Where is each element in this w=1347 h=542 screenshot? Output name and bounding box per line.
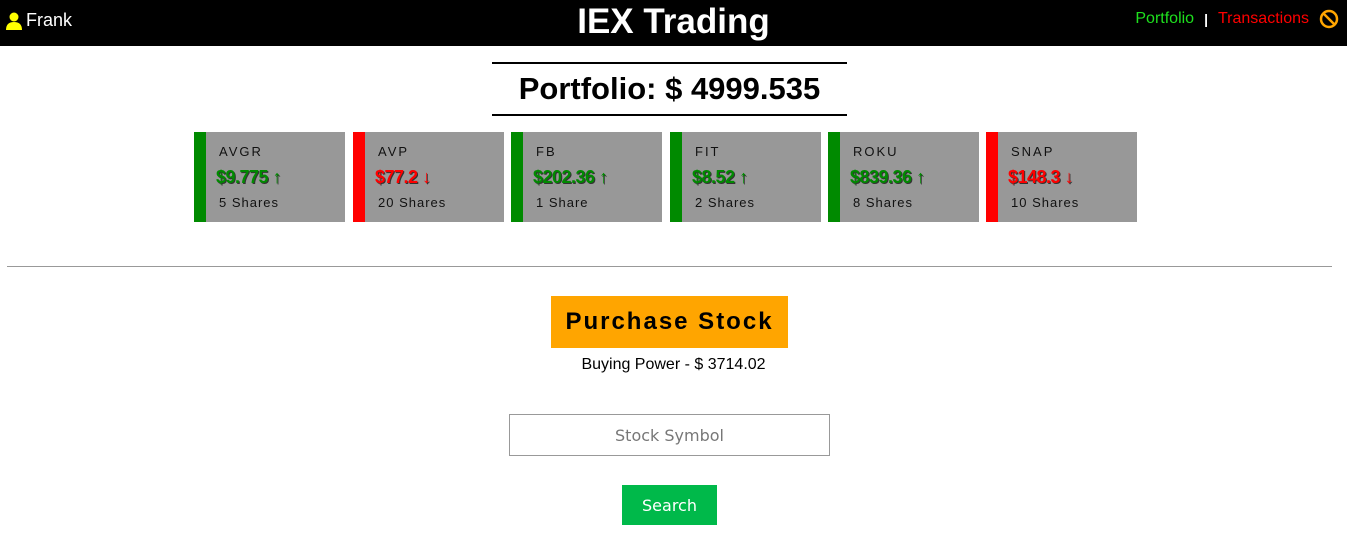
- stock-card[interactable]: AVGR $9.775 ↑ 5 Shares: [194, 132, 345, 222]
- logout-icon[interactable]: [1319, 9, 1339, 29]
- search-button[interactable]: Search: [622, 485, 717, 525]
- stock-symbol: AVGR: [219, 144, 263, 159]
- stock-shares: 2 Shares: [695, 195, 756, 210]
- arrow-up-icon: ↑: [916, 167, 925, 187]
- stock-price: $9.775 ↑: [216, 167, 282, 188]
- stock-shares: 1 Share: [536, 195, 589, 210]
- stock-symbol-input[interactable]: [509, 414, 830, 456]
- stock-shares: 5 Shares: [219, 195, 280, 210]
- stock-price-value: $202.36: [533, 167, 595, 187]
- nav-separator: |: [1204, 11, 1208, 27]
- stock-card[interactable]: SNAP $148.3 ↓ 10 Shares: [986, 132, 1137, 222]
- stock-shares: 20 Shares: [378, 195, 447, 210]
- stock-shares: 8 Shares: [853, 195, 914, 210]
- user-icon: [6, 12, 22, 30]
- app-title: IEX Trading: [577, 2, 770, 41]
- divider: [7, 266, 1332, 267]
- stock-price-value: $9.775: [216, 167, 269, 187]
- stock-symbol: FIT: [695, 144, 721, 159]
- nav-transactions-link[interactable]: Transactions: [1218, 10, 1309, 27]
- stock-card[interactable]: AVP $77.2 ↓ 20 Shares: [353, 132, 504, 222]
- stock-card[interactable]: FB $202.36 ↑ 1 Share: [511, 132, 662, 222]
- stock-symbol: FB: [536, 144, 557, 159]
- arrow-up-icon: ↑: [272, 167, 282, 187]
- stock-price-value: $148.3: [1008, 167, 1061, 187]
- stock-symbol: ROKU: [853, 144, 899, 159]
- nav: Portfolio | Transactions: [1135, 9, 1339, 29]
- purchase-stock-button[interactable]: Purchase Stock: [551, 296, 788, 348]
- buying-power: Buying Power - $ 3714.02: [581, 356, 766, 373]
- stock-shares: 10 Shares: [1011, 195, 1080, 210]
- user-menu[interactable]: Frank: [6, 10, 72, 31]
- stock-symbol: AVP: [378, 144, 410, 159]
- nav-portfolio-link[interactable]: Portfolio: [1135, 10, 1195, 27]
- top-bar: Frank IEX Trading Portfolio | Transactio…: [0, 0, 1347, 46]
- arrow-down-icon: ↓: [422, 167, 431, 187]
- stock-price: $8.52 ↑: [692, 167, 748, 188]
- user-name: Frank: [26, 10, 73, 30]
- stock-card[interactable]: ROKU $839.36 ↑ 8 Shares: [828, 132, 979, 222]
- stock-price-value: $839.36: [850, 167, 912, 187]
- stock-price-value: $8.52: [692, 167, 735, 187]
- stock-price-value: $77.2: [375, 167, 418, 187]
- stock-symbol: SNAP: [1011, 144, 1055, 159]
- arrow-up-icon: ↑: [599, 167, 608, 187]
- stock-price: $839.36 ↑: [850, 167, 925, 188]
- stock-card[interactable]: FIT $8.52 ↑ 2 Shares: [670, 132, 821, 222]
- portfolio-title: Portfolio: $ 4999.535: [492, 62, 847, 116]
- stock-price: $148.3 ↓: [1008, 167, 1074, 188]
- arrow-down-icon: ↓: [1064, 167, 1074, 187]
- arrow-up-icon: ↑: [739, 167, 748, 187]
- stock-price: $202.36 ↑: [533, 167, 608, 188]
- stock-price: $77.2 ↓: [375, 167, 431, 188]
